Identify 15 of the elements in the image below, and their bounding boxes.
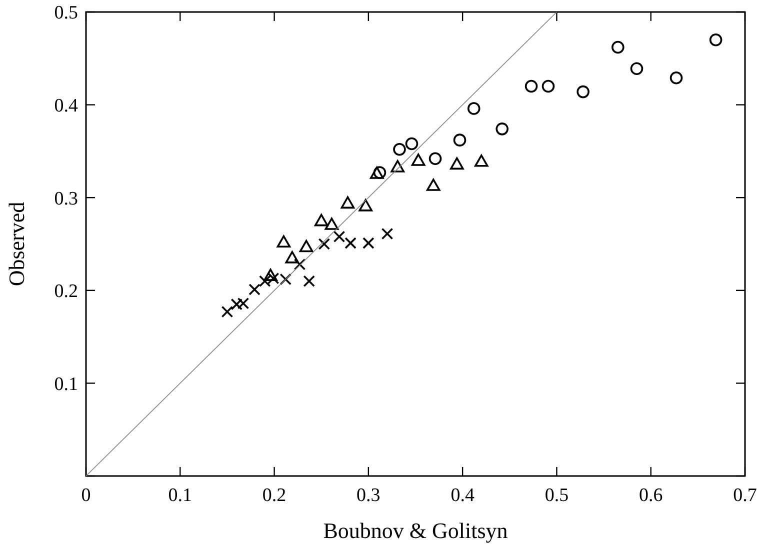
x-tick-label: 0.5 [544,485,569,506]
y-tick-label: 0.5 [54,2,78,24]
x-axis-title: Boubnov & Golitsyn [323,518,508,543]
x-tick-label: 0.3 [356,485,380,506]
x-tick-label: 0.4 [450,485,475,506]
x-tick-label: 0 [81,485,91,506]
x-tick-label: 0.2 [262,485,286,506]
x-tick-label: 0.7 [733,485,757,506]
x-tick-label: 0.6 [638,485,663,506]
y-tick-label: 0.3 [54,188,78,210]
y-tick-label: 0.2 [54,281,78,302]
y-tick-label: 0.4 [54,95,78,116]
y-tick-label: 0.1 [54,374,78,395]
x-tick-label: 0.1 [168,485,192,506]
y-axis-title: Observed [4,202,29,286]
